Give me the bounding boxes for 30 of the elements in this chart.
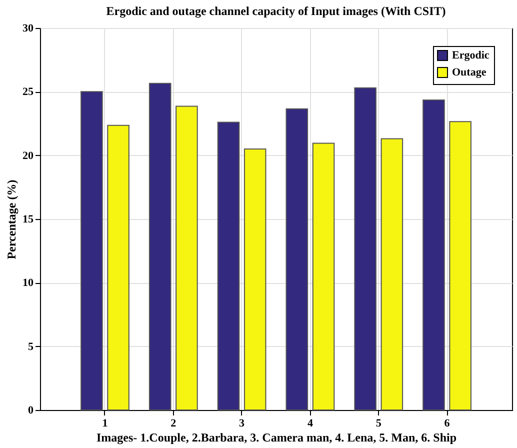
bar — [422, 99, 445, 410]
x-tick-label: 1 — [102, 418, 108, 430]
bar — [244, 148, 266, 410]
bar — [148, 82, 172, 410]
y-tick-label: 0 — [28, 404, 34, 416]
bar — [354, 87, 376, 410]
x-tick-label: 3 — [239, 418, 246, 430]
y-axis-title: Percentage (%) — [4, 180, 18, 260]
chart-title: Ergodic and outage channel capacity of Input images (With CSIT) — [106, 4, 446, 18]
bar — [380, 138, 404, 410]
y-tick-label: 20 — [22, 150, 34, 162]
y-tick-label: 10 — [22, 277, 34, 290]
x-tick-label: 4 — [307, 418, 314, 430]
y-tick-label: 25 — [22, 86, 34, 98]
bar — [176, 106, 198, 410]
bar — [217, 122, 240, 410]
bar — [449, 121, 472, 410]
x-axis-title: Images- 1.Couple, 2.Barbara, 3. Camera man, 4. Lena, 5. Man, 6. Ship — [96, 430, 457, 444]
bar — [286, 108, 308, 410]
x-tick-label: 2 — [170, 418, 177, 430]
x-tick-label: 5 — [376, 418, 382, 430]
y-tick-label: 5 — [28, 340, 34, 353]
bar — [80, 91, 103, 410]
legend-label: Outage — [452, 66, 486, 78]
bar — [107, 124, 130, 410]
y-tick-label: 30 — [22, 22, 34, 34]
y-tick-label: 15 — [22, 214, 34, 226]
bar — [312, 142, 335, 410]
x-tick-label: 6 — [444, 418, 450, 430]
legend-label: Ergodic — [452, 50, 490, 62]
